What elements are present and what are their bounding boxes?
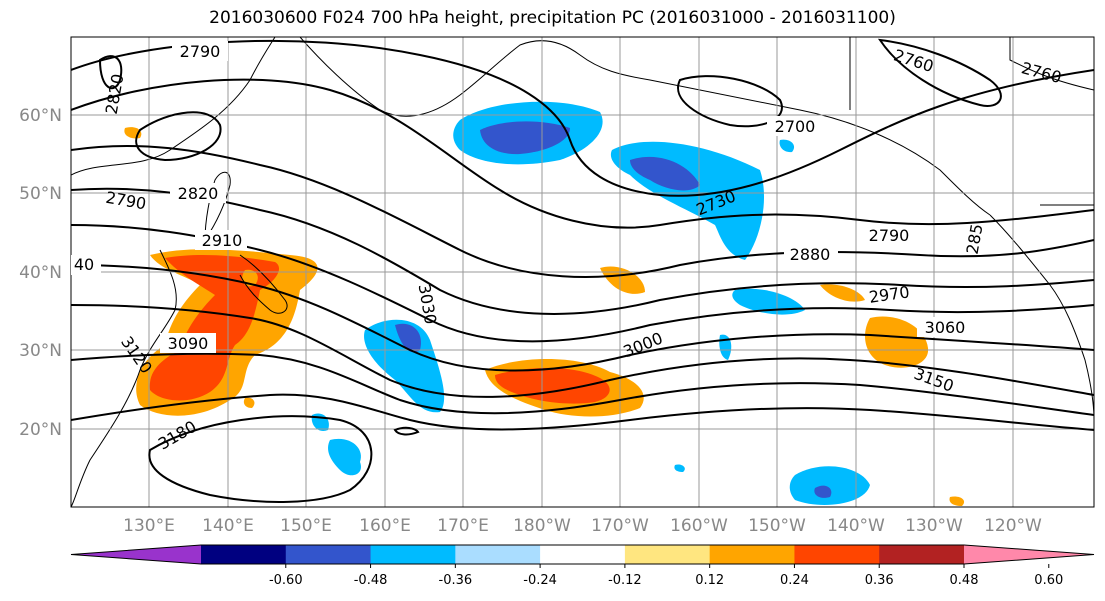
lon-label: 170°E — [437, 516, 489, 536]
contour-label: 40 — [74, 255, 94, 274]
colorbar-segment — [370, 545, 456, 564]
contour-label: 3060 — [925, 318, 966, 337]
latitude-labels: 60°N 50°N 40°N 30°N 20°N — [19, 106, 62, 440]
map-title: 2016030600 F024 700 hPa height, precipit… — [209, 8, 896, 28]
lon-label: 120°W — [984, 516, 1042, 536]
colorbar-segment — [285, 545, 372, 564]
lon-label: 130°E — [123, 516, 175, 536]
lon-label: 150°E — [280, 516, 332, 536]
colorbar-tick-label: 0.24 — [780, 573, 809, 588]
lon-label: 160°W — [670, 516, 728, 536]
colorbar-outline — [70, 544, 1095, 565]
lon-label: 160°E — [359, 516, 411, 536]
lat-label: 40°N — [19, 263, 62, 283]
colorbar-extend-min — [71, 545, 201, 564]
colorbar-segment — [709, 545, 795, 564]
colorbar-tick-label: 0.48 — [950, 573, 979, 588]
lat-label: 30°N — [19, 341, 62, 361]
colorbar-tick-label: -0.36 — [439, 573, 473, 588]
contour-label: 2790 — [180, 42, 221, 61]
lon-label: 140°E — [202, 516, 254, 536]
lat-label: 50°N — [19, 184, 62, 204]
lat-label: 60°N — [19, 106, 62, 126]
colorbar-extend-max — [964, 545, 1094, 564]
colorbar — [70, 544, 1095, 565]
contour-label: 3090 — [168, 334, 209, 353]
contour-label: 2910 — [202, 231, 243, 250]
lon-label: 180°W — [513, 516, 571, 536]
colorbar-tick-label: -0.48 — [354, 573, 388, 588]
colorbar-labels: -0.60 -0.48 -0.36 -0.24 -0.12 0.12 0.24 0.36 0.4… — [269, 564, 1063, 588]
lon-label: 170°W — [591, 516, 649, 536]
height-contours — [71, 38, 1094, 503]
colorbar-segment — [794, 545, 880, 564]
colorbar-tick-label: -0.60 — [269, 573, 303, 588]
colorbar-tick-label: -0.12 — [608, 573, 642, 588]
contour-label: 2880 — [790, 245, 831, 264]
colorbar-segment — [879, 545, 965, 564]
lon-label: 130°W — [905, 516, 963, 536]
colorbar-segment — [624, 545, 711, 564]
lat-label: 20°N — [19, 420, 62, 440]
coastlines — [71, 37, 1094, 507]
colorbar-segment — [201, 545, 287, 564]
contour-label: 2700 — [775, 117, 816, 136]
lon-label: 140°W — [827, 516, 885, 536]
colorbar-tick-label: 0.12 — [695, 573, 724, 588]
colorbar-tick-label: 0.60 — [1034, 573, 1063, 588]
contour-label: 2790 — [869, 226, 910, 245]
colorbar-segment — [455, 545, 541, 564]
lon-label: 150°W — [748, 516, 806, 536]
colorbar-tick-label: -0.24 — [523, 573, 557, 588]
colorbar-segment — [540, 545, 626, 564]
colorbar-tick-label: 0.36 — [865, 573, 894, 588]
contour-label: 2820 — [178, 184, 219, 203]
longitude-labels: 130°E 140°E 150°E 160°E 170°E 180°W 170°… — [123, 516, 1042, 536]
